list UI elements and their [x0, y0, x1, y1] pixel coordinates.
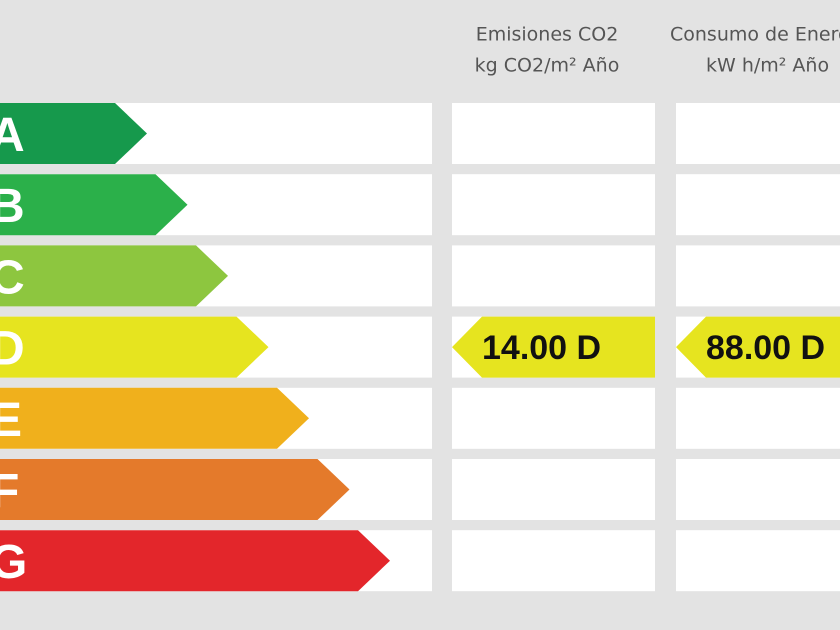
consumption-indicator	[676, 316, 840, 378]
emissions-cell	[452, 387, 655, 449]
rating-arrow	[0, 316, 269, 378]
consumption-title: Consumo de Energía	[670, 24, 840, 46]
rating-letter: C	[0, 251, 25, 304]
rating-arrow	[0, 245, 228, 307]
rating-letter: E	[0, 394, 22, 447]
emissions-cell	[452, 459, 655, 520]
emissions-cell	[452, 245, 655, 307]
rating-letter: F	[0, 465, 19, 518]
rating-arrow	[0, 459, 350, 520]
consumption-unit: kW h/m² Año	[706, 55, 829, 77]
consumption-cell	[676, 459, 840, 520]
emissions-indicator	[452, 316, 655, 378]
consumption-value: 88.00 D	[706, 329, 825, 367]
emissions-cell	[452, 103, 655, 164]
emissions-title: Emisiones CO2	[476, 24, 619, 46]
emissions-value: 14.00 D	[482, 329, 601, 367]
rating-letter: B	[0, 180, 25, 233]
emissions-unit: kg CO2/m² Año	[475, 55, 620, 77]
rating-letter: G	[0, 536, 27, 589]
consumption-cell	[676, 245, 840, 307]
emissions-cell	[452, 174, 655, 236]
rating-arrow	[0, 387, 309, 449]
rating-arrow	[0, 530, 390, 592]
rating-arrow	[0, 103, 147, 164]
consumption-cell	[676, 530, 840, 592]
rating-arrow	[0, 174, 188, 236]
consumption-cell	[676, 103, 840, 164]
emissions-cell	[452, 530, 655, 592]
rating-letter: D	[0, 323, 25, 376]
consumption-cell	[676, 387, 840, 449]
consumption-cell	[676, 174, 840, 236]
rating-letter: A	[0, 109, 25, 162]
